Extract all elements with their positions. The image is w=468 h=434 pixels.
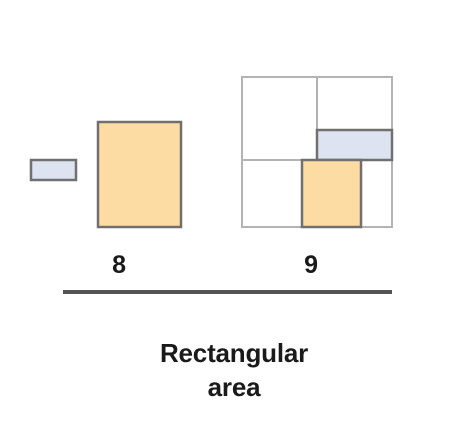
caption-line-1: Rectangular <box>159 338 309 368</box>
figure-number-8: 8 <box>112 251 126 279</box>
grid-blue-rectangle <box>315 128 394 162</box>
figure-number-9: 9 <box>304 251 318 279</box>
tall-orange-rectangle <box>96 120 183 229</box>
caption: Rectangular area <box>120 336 348 404</box>
small-blue-rectangle <box>29 158 78 182</box>
caption-line-2: area <box>207 372 261 402</box>
figure-8-shapes <box>29 120 183 229</box>
grid-orange-rectangle <box>300 158 363 229</box>
figure-9-shapes <box>241 76 394 229</box>
